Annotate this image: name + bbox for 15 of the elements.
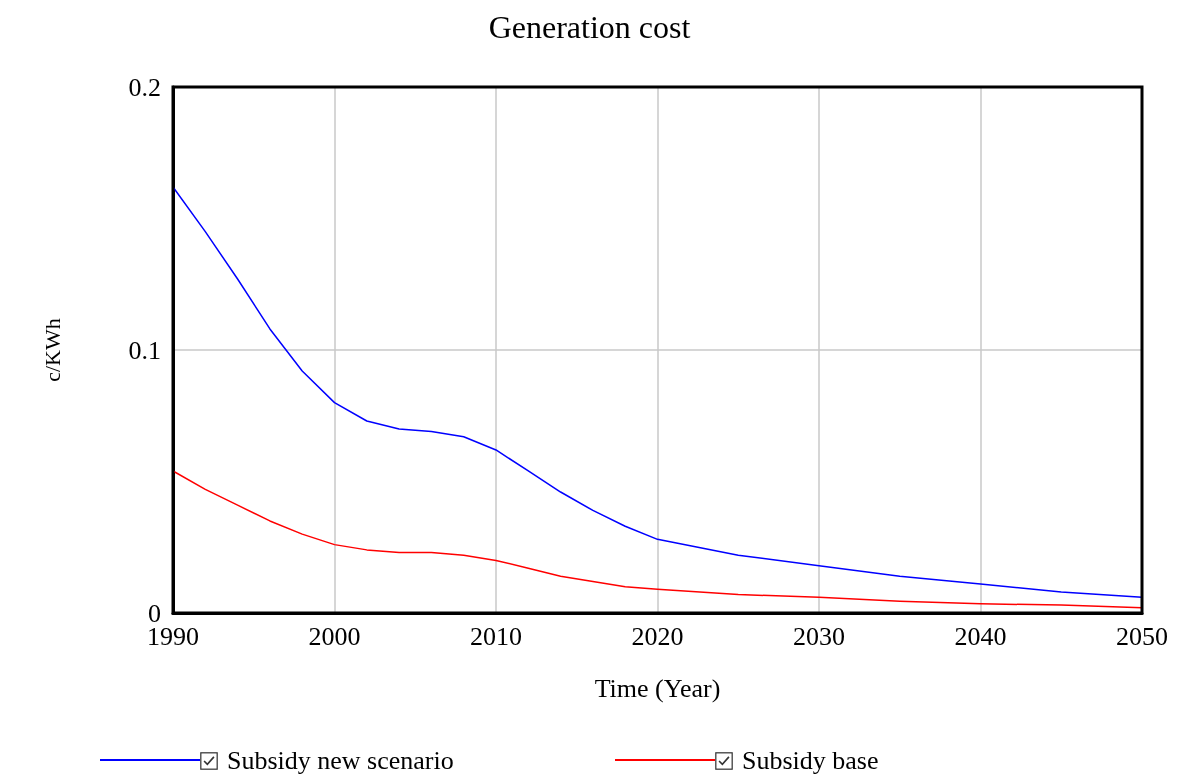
x-axis-title: Time (Year) (594, 673, 721, 703)
y-tick-label: 0.1 (128, 335, 161, 365)
x-tick-label: 2040 (954, 621, 1007, 651)
line-series (172, 186, 1143, 598)
x-tick-label: 2050 (1116, 621, 1168, 651)
x-tick-label: 2020 (631, 621, 684, 651)
legend-label: Subsidy base (742, 745, 879, 775)
y-tick-label: 0.2 (128, 72, 161, 102)
chart-title: Generation cost (488, 9, 691, 45)
x-tick-label: 2030 (793, 621, 845, 651)
x-tick-label: 2010 (470, 621, 522, 651)
x-tick-label: 2000 (308, 621, 361, 651)
line-series (172, 470, 1143, 609)
legend-label: Subsidy new scenario (227, 745, 454, 775)
y-axis-title: c/KWh (39, 318, 65, 382)
